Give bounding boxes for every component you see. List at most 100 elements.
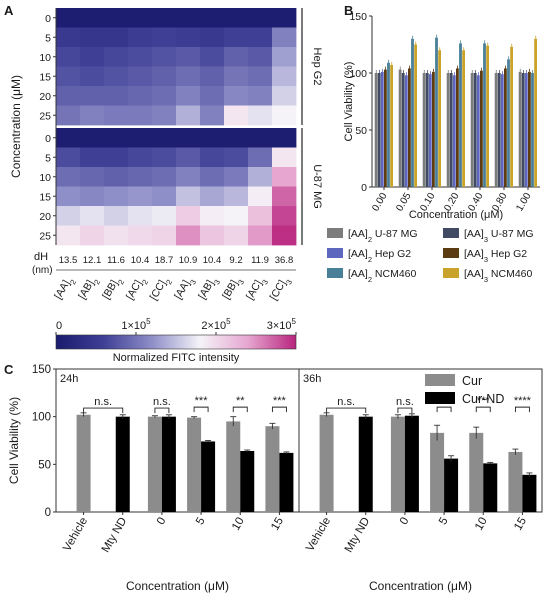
bar <box>435 37 438 187</box>
colorbar-tick-base: 3×10 <box>267 320 292 332</box>
heatmap-cell <box>152 66 177 87</box>
legend-label-subscript: 2 <box>368 275 372 284</box>
legend-label-subscript: 3 <box>484 235 488 244</box>
colorbar-tick-exponent: 5 <box>226 317 231 326</box>
significance-bracket <box>83 407 124 414</box>
bar <box>497 73 501 187</box>
row-label: 5 <box>45 152 51 164</box>
row-label: 0 <box>45 13 51 25</box>
y-tick-label: 100 <box>349 68 367 80</box>
time-label: 36h <box>303 373 321 385</box>
heatmap-cell <box>200 167 225 187</box>
heatmap-cell <box>128 27 153 48</box>
bar <box>469 432 484 512</box>
column-label: [AB]3 <box>196 275 221 304</box>
dh-value: 10.9 <box>179 255 198 266</box>
heatmap-cell <box>128 8 153 28</box>
bar <box>476 75 480 187</box>
heatmap-cell <box>152 225 177 246</box>
bar <box>528 71 531 187</box>
column-label: [AB]2 <box>76 275 101 304</box>
legend-swatch <box>327 248 343 258</box>
x-tick-label: 15 <box>512 516 529 533</box>
bar <box>524 73 528 187</box>
heatmap-cell <box>56 147 81 168</box>
heatmap-cell <box>224 8 249 28</box>
bar <box>358 416 373 512</box>
row-label: 25 <box>39 230 51 242</box>
heatmap-cell <box>200 27 225 48</box>
panel-c-letter: C <box>4 362 14 377</box>
significance-bracket <box>271 406 287 413</box>
heatmap-cell <box>248 186 273 207</box>
heatmap-cell <box>272 186 297 207</box>
heatmap-cell <box>176 8 201 28</box>
row-label: 15 <box>39 191 51 203</box>
dh-label: dH <box>34 251 48 263</box>
y-axis-title: Cell Viability (%) <box>343 62 355 142</box>
heatmap-cell <box>56 27 81 48</box>
legend-label: Cur <box>462 374 482 388</box>
significance-label: n.s. <box>396 396 414 408</box>
heatmap-cell <box>104 206 129 226</box>
bar <box>444 458 459 512</box>
heatmap-cell <box>152 86 177 106</box>
column-label: [BB]2 <box>100 275 125 304</box>
heatmap-cell <box>248 8 273 28</box>
heatmap-cell <box>56 8 81 28</box>
x-tick-label: 15 <box>269 516 286 533</box>
heatmap-cell <box>272 147 297 168</box>
colorbar-tick-exponent: 5 <box>292 317 297 326</box>
legend-swatch <box>425 374 455 386</box>
heatmap-cell <box>104 8 129 28</box>
heatmap-cell <box>128 186 153 207</box>
heatmap-cell <box>56 225 81 246</box>
heatmap-cell <box>80 147 105 168</box>
legend-swatch <box>443 268 459 278</box>
bar <box>76 414 91 512</box>
heatmap-cell <box>80 186 105 207</box>
legend-swatch <box>425 392 455 404</box>
heatmap-cell <box>200 147 225 168</box>
heatmap-cell <box>200 86 225 106</box>
time-label: 24h <box>60 373 78 385</box>
x-axis-title: Concentration (μM) <box>409 209 503 221</box>
heatmap-cell <box>176 167 201 187</box>
legend-label-base: [AA] <box>348 228 368 240</box>
row-label: 20 <box>39 91 51 103</box>
bar <box>432 71 435 187</box>
heatmap-cell <box>224 86 249 106</box>
heatmap-cell <box>176 47 201 67</box>
legend-label-base: [AA] <box>348 248 368 260</box>
heatmap-cell <box>56 66 81 87</box>
heatmap-cell <box>80 167 105 187</box>
colorbar-tick-label: 3×105 <box>267 317 297 332</box>
heatmap-cell <box>176 186 201 207</box>
significance-label: *** <box>195 395 209 407</box>
heatmap-cell <box>104 86 129 106</box>
bar <box>319 414 334 512</box>
heatmap-cell <box>56 128 81 148</box>
heatmap-cell <box>128 128 153 148</box>
bar <box>398 69 402 187</box>
column-label-subscript: 3 <box>260 278 270 286</box>
bar <box>414 44 417 187</box>
legend-label: Cur-ND <box>462 392 504 406</box>
group-label: Hep G2 <box>311 48 323 86</box>
heatmap-cell <box>152 105 177 126</box>
legend-label: [AA]3 U-87 MG <box>464 228 534 244</box>
bar <box>462 50 465 188</box>
heatmap-cell <box>152 128 177 148</box>
x-tick-label: 5 <box>194 516 208 528</box>
y-tick-label: 50 <box>355 125 367 137</box>
bar <box>531 73 534 187</box>
column-label-subscript: 3 <box>212 278 222 286</box>
heatmap-cell <box>248 225 273 246</box>
colorbar-label: Normalized FITC intensity <box>113 352 240 364</box>
column-label: [AA]2 <box>52 275 77 304</box>
heatmap-cell <box>200 225 225 246</box>
x-tick-label: Vehicle <box>304 516 333 554</box>
heatmap-cell <box>80 128 105 148</box>
colorbar-tick-base: 0 <box>56 320 62 332</box>
